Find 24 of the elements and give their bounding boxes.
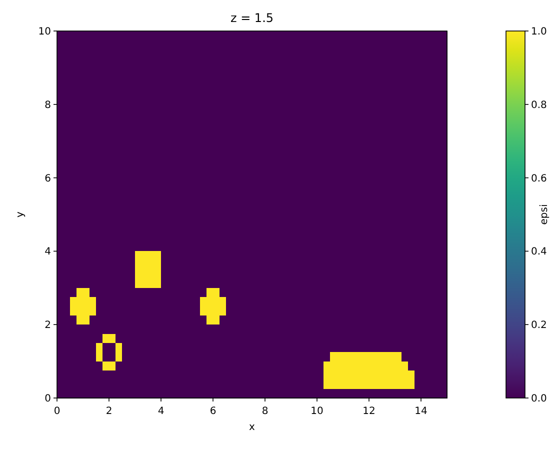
x-tick-label: 6	[210, 406, 216, 417]
x-tick-label: 0	[54, 406, 60, 417]
x-tick-label: 14	[414, 406, 428, 417]
color-bar-label: 0.4	[531, 246, 547, 258]
x-tick-label: 10	[310, 406, 324, 417]
y-tick-label: 0	[44, 394, 51, 404]
color-bar-label: 0.8	[531, 100, 547, 111]
x-tick-label: 8	[262, 406, 268, 417]
x-tick-label: 2	[106, 406, 112, 417]
color-bar-label: 0.6	[531, 173, 547, 184]
x-tick-label: 4	[158, 406, 164, 417]
y-tick-label: 4	[44, 246, 51, 258]
color-bar-label: 0.0	[531, 394, 547, 404]
y-tick-label: 6	[44, 173, 51, 184]
color-bar-label: 1.0	[531, 26, 547, 38]
y-tick-label: 10	[38, 26, 51, 38]
color-bar-label: 0.2	[531, 320, 547, 332]
x-tick-label: 12	[362, 406, 376, 417]
color-bar-title: epsi	[539, 204, 550, 225]
y-tick-label: 8	[44, 100, 51, 111]
y-axis-title: y	[15, 211, 26, 218]
x-axis-title: x	[249, 422, 256, 433]
chart-title: z = 1.5	[230, 11, 274, 25]
y-tick-label: 2	[44, 320, 51, 332]
